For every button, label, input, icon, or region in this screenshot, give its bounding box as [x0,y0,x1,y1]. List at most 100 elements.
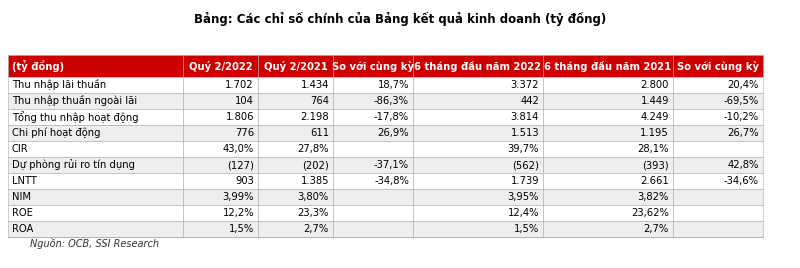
Bar [413,55,543,77]
Text: 1,5%: 1,5% [229,224,254,234]
Bar [413,141,543,157]
Bar [543,189,673,205]
Text: Thu nhập lãi thuần: Thu nhập lãi thuần [12,80,106,91]
Text: 1.449: 1.449 [641,96,669,106]
Bar [183,221,258,237]
Bar [183,173,258,189]
Bar [333,157,413,173]
Text: (562): (562) [512,160,539,170]
Bar [543,109,673,125]
Text: 1.806: 1.806 [226,112,254,122]
Text: 28,1%: 28,1% [638,144,669,154]
Text: CIR: CIR [12,144,29,154]
Text: 1.513: 1.513 [510,128,539,138]
Bar [543,221,673,237]
Bar [673,221,763,237]
Bar [258,173,333,189]
Bar [413,125,543,141]
Bar [8,93,183,109]
Bar [8,157,183,173]
Text: Thu nhập thuần ngoài lãi: Thu nhập thuần ngoài lãi [12,95,137,106]
Bar [543,77,673,93]
Bar [543,93,673,109]
Text: 3,80%: 3,80% [298,192,329,202]
Bar [183,55,258,77]
Bar [413,77,543,93]
Text: 3,82%: 3,82% [638,192,669,202]
Text: (127): (127) [227,160,254,170]
Bar [8,125,183,141]
Bar [543,125,673,141]
Bar [543,173,673,189]
Bar [183,205,258,221]
Text: -37,1%: -37,1% [374,160,409,170]
Bar [543,55,673,77]
Text: ROA: ROA [12,224,34,234]
Text: (tỷ đồng): (tỷ đồng) [12,60,64,72]
Text: 6 tháng đầu năm 2021: 6 tháng đầu năm 2021 [544,61,672,72]
Bar [333,77,413,93]
Text: 2.198: 2.198 [300,112,329,122]
Bar [333,205,413,221]
Bar [333,173,413,189]
Text: 6 tháng đầu năm 2022: 6 tháng đầu năm 2022 [414,61,542,72]
Text: 27,8%: 27,8% [298,144,329,154]
Bar [258,125,333,141]
Bar [183,125,258,141]
Text: 776: 776 [235,128,254,138]
Bar [8,173,183,189]
Bar [258,93,333,109]
Text: 12,4%: 12,4% [507,208,539,218]
Text: 12,2%: 12,2% [222,208,254,218]
Bar [183,157,258,173]
Bar [8,141,183,157]
Text: 2.661: 2.661 [640,176,669,186]
Bar [258,157,333,173]
Bar [258,221,333,237]
Text: 1.434: 1.434 [301,80,329,90]
Bar [258,205,333,221]
Bar [8,109,183,125]
Text: 26,7%: 26,7% [727,128,759,138]
Bar [333,109,413,125]
Bar [183,109,258,125]
Text: -34,6%: -34,6% [724,176,759,186]
Text: -34,8%: -34,8% [374,176,409,186]
Bar [543,205,673,221]
Text: 1.739: 1.739 [510,176,539,186]
Text: 2,7%: 2,7% [304,224,329,234]
Text: So với cùng kỳ: So với cùng kỳ [332,61,414,72]
Bar [183,189,258,205]
Text: 1,5%: 1,5% [514,224,539,234]
Text: Quý 2/2022: Quý 2/2022 [189,61,252,72]
Text: 2.800: 2.800 [641,80,669,90]
Bar [543,157,673,173]
Text: 42,8%: 42,8% [728,160,759,170]
Text: Nguồn: OCB, SSI Research: Nguồn: OCB, SSI Research [30,238,159,249]
Bar [258,141,333,157]
Bar [183,93,258,109]
Bar [8,221,183,237]
Bar [413,189,543,205]
Bar [673,77,763,93]
Bar [333,125,413,141]
Text: 4.249: 4.249 [641,112,669,122]
Text: (393): (393) [642,160,669,170]
Text: Tổng thu nhập hoạt động: Tổng thu nhập hoạt động [12,111,138,123]
Text: 18,7%: 18,7% [378,80,409,90]
Bar [258,77,333,93]
Text: 26,9%: 26,9% [378,128,409,138]
Bar [333,141,413,157]
Bar [673,125,763,141]
Text: -69,5%: -69,5% [724,96,759,106]
Text: 23,3%: 23,3% [298,208,329,218]
Text: 1.385: 1.385 [301,176,329,186]
Bar [673,109,763,125]
Bar [413,93,543,109]
Text: 43,0%: 43,0% [222,144,254,154]
Text: 39,7%: 39,7% [507,144,539,154]
Bar [183,77,258,93]
Bar [183,141,258,157]
Text: 1.195: 1.195 [640,128,669,138]
Bar [8,55,183,77]
